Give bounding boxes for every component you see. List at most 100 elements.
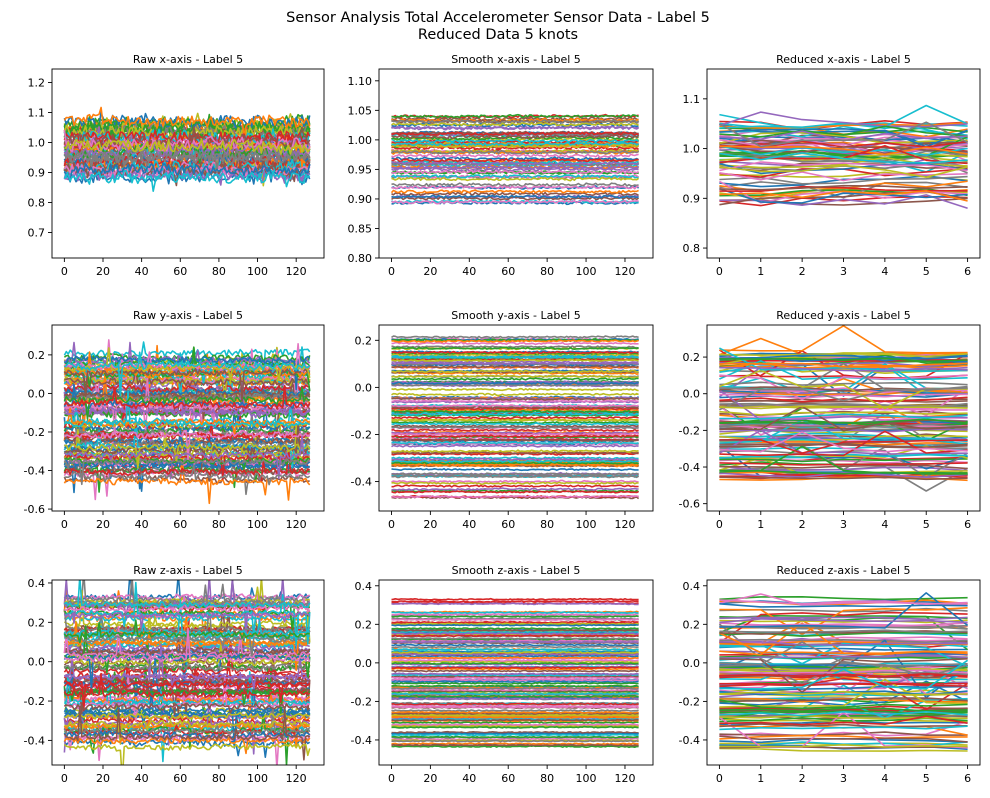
series-line	[64, 595, 311, 613]
series-line	[391, 721, 639, 725]
y-tick-label: -0.4	[24, 465, 45, 478]
series-line	[719, 616, 968, 621]
series-line	[391, 387, 639, 392]
series-line	[719, 387, 968, 411]
series-line	[391, 459, 639, 464]
series-line	[391, 434, 639, 439]
series-line	[391, 119, 640, 125]
y-tick-label: 0.2	[355, 334, 373, 347]
series-line	[64, 407, 311, 438]
x-tick-label: 120	[614, 518, 635, 531]
y-tick-label: -0.6	[679, 498, 700, 511]
subplot-title: Smooth x-axis - Label 5	[451, 53, 581, 66]
series-line	[64, 464, 311, 486]
series-line	[391, 743, 639, 747]
series-line	[719, 685, 968, 692]
series-line	[63, 435, 310, 480]
series-line	[391, 487, 639, 491]
series-line	[719, 659, 969, 690]
series-line	[391, 672, 639, 676]
x-tick-label: 60	[501, 518, 515, 531]
series-line	[391, 441, 639, 445]
series-group	[391, 597, 639, 749]
series-line	[719, 595, 968, 601]
x-tick-label: 100	[576, 265, 597, 278]
subplot-2: Smooth x-axis - Label 5 0 20 40 60 80 100 120 0.…	[348, 53, 654, 278]
series-line	[391, 602, 639, 606]
series-line	[391, 640, 639, 644]
series-line	[719, 607, 968, 636]
series-line	[391, 113, 639, 119]
y-tick-label: 0.0	[28, 656, 46, 669]
series-line	[63, 384, 311, 410]
series-line	[64, 580, 311, 608]
series-line	[719, 622, 968, 628]
series-line	[63, 429, 311, 461]
series-line	[391, 381, 639, 386]
y-tick-label: 0.2	[355, 618, 373, 631]
series-line	[391, 374, 639, 379]
series-line	[391, 412, 639, 416]
series-line	[64, 354, 311, 391]
y-tick-label: 0.9	[28, 167, 46, 180]
series-line	[719, 720, 968, 737]
x-tick-label: 80	[540, 518, 554, 531]
x-tick-label: 60	[173, 772, 187, 785]
series-line	[719, 603, 968, 608]
x-tick-label: 3	[840, 772, 847, 785]
x-tick-label: 100	[576, 772, 597, 785]
series-line	[391, 599, 639, 604]
series-line	[391, 494, 639, 499]
x-tick-label: 4	[881, 518, 888, 531]
series-line	[391, 724, 639, 728]
series-line	[391, 139, 639, 145]
x-tick-label: 80	[212, 518, 226, 531]
series-line	[719, 410, 968, 416]
series-line	[64, 719, 311, 745]
series-line	[391, 182, 639, 187]
series-line	[719, 734, 968, 740]
x-tick-label: 80	[540, 265, 554, 278]
y-tick-label: 1.05	[348, 104, 373, 117]
series-group	[63, 106, 311, 192]
series-line	[391, 730, 639, 734]
x-tick-label: 20	[423, 265, 437, 278]
y-tick-label: 0.90	[348, 193, 373, 206]
x-tick-label: 6	[964, 518, 971, 531]
subplot-title: Raw x-axis - Label 5	[133, 53, 243, 66]
x-tick-label: 4	[881, 772, 888, 785]
series-line	[390, 189, 639, 194]
x-tick-label: 100	[247, 265, 268, 278]
series-line	[391, 122, 639, 127]
y-tick-label: -0.4	[351, 476, 372, 489]
series-line	[63, 681, 311, 690]
series-line	[391, 194, 639, 199]
series-line	[63, 580, 311, 609]
series-line	[719, 690, 968, 696]
series-line	[391, 358, 639, 363]
series-line	[391, 713, 639, 717]
x-tick-label: 2	[799, 772, 806, 785]
series-line	[719, 735, 968, 743]
x-tick-label: 0	[716, 518, 723, 531]
x-tick-label: 0	[388, 772, 395, 785]
series-line	[391, 658, 639, 662]
series-line	[719, 374, 968, 401]
series-line	[719, 462, 968, 466]
series-line	[391, 692, 639, 696]
series-line	[719, 710, 968, 717]
y-tick-label: -0.2	[351, 428, 372, 441]
series-line	[391, 405, 639, 410]
series-line	[63, 149, 311, 167]
series-line	[391, 597, 639, 601]
series-line	[391, 415, 639, 420]
series-line	[391, 377, 639, 381]
series-line	[719, 423, 968, 429]
plot-frame	[51, 324, 325, 512]
series-group	[390, 113, 640, 206]
series-line	[391, 157, 639, 163]
series-line	[391, 710, 639, 714]
series-line	[719, 145, 968, 156]
series-line	[63, 424, 310, 456]
